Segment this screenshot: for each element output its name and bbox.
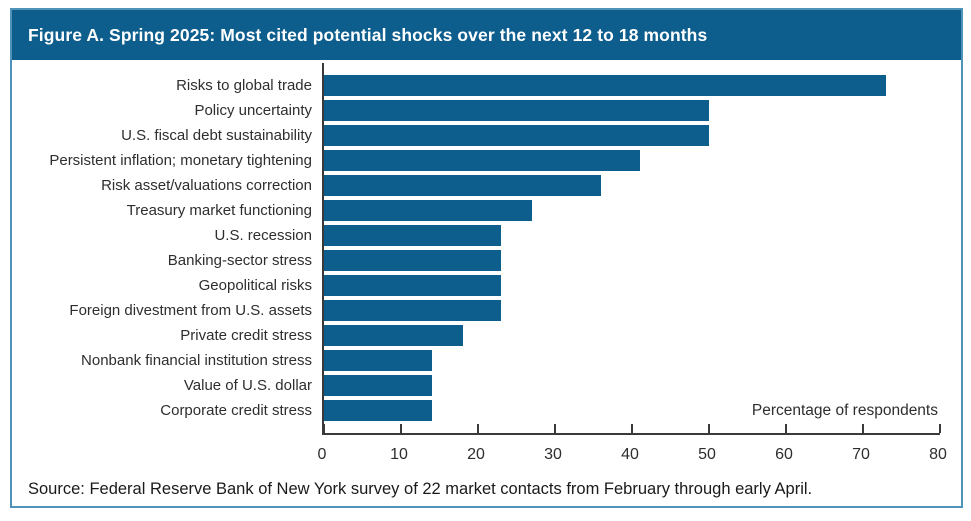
category-label: Risks to global trade <box>176 77 312 94</box>
bar <box>324 250 502 271</box>
bar <box>324 225 502 246</box>
x-axis-tick-label: 50 <box>698 446 716 463</box>
plot-area: Percentage of respondents <box>322 63 941 435</box>
x-axis-tick-label: 20 <box>467 446 485 463</box>
category-label: U.S. fiscal debt sustainability <box>121 127 312 144</box>
bar <box>324 175 602 196</box>
category-label: U.S. recession <box>214 227 312 244</box>
bar <box>324 100 709 121</box>
category-label: Risk asset/valuations correction <box>101 177 312 194</box>
category-label: Banking-sector stress <box>167 252 312 269</box>
category-label: Nonbank financial institution stress <box>81 352 312 369</box>
bar <box>324 375 432 396</box>
x-axis-tick-label: 60 <box>775 446 793 463</box>
x-axis-tick-label: 10 <box>390 446 408 463</box>
x-axis-tick <box>862 424 864 433</box>
bar-row <box>324 373 940 398</box>
figure-title: Figure A. Spring 2025: Most cited potent… <box>28 24 708 45</box>
figure-title-bar: Figure A. Spring 2025: Most cited potent… <box>12 10 961 60</box>
bar <box>324 325 463 346</box>
bar-row <box>324 248 940 273</box>
category-label: Value of U.S. dollar <box>183 377 312 394</box>
category-label: Geopolitical risks <box>198 277 312 294</box>
x-axis-tick-label: 70 <box>852 446 870 463</box>
x-axis-tick <box>708 424 710 433</box>
x-axis-tick <box>323 424 325 433</box>
x-axis-tick-label: 40 <box>621 446 639 463</box>
x-axis-tick <box>631 424 633 433</box>
category-labels: Risks to global trade Policy uncertainty U… <box>12 63 312 423</box>
x-axis-tick <box>785 424 787 433</box>
x-axis-title: Percentage of respondents <box>751 402 938 419</box>
x-axis-tick <box>400 424 402 433</box>
bar <box>324 275 502 296</box>
x-axis-tick-label: 0 <box>317 446 327 463</box>
bar-row <box>324 148 940 173</box>
bar <box>324 125 709 146</box>
bar <box>324 400 432 421</box>
bar <box>324 150 640 171</box>
bar-row <box>324 273 940 298</box>
bar-row <box>324 98 940 123</box>
x-axis-tick-label: 30 <box>544 446 562 463</box>
bar-row <box>324 348 940 373</box>
figure-container: Figure A. Spring 2025: Most cited potent… <box>10 8 963 508</box>
category-label: Policy uncertainty <box>194 102 312 119</box>
bar-row <box>324 323 940 348</box>
x-axis-tick <box>939 424 941 433</box>
x-axis-tick-label: 80 <box>929 446 947 463</box>
bar-row <box>324 173 940 198</box>
bar-row <box>324 223 940 248</box>
bar-row <box>324 298 940 323</box>
bar-row <box>324 73 940 98</box>
bar-chart: Risks to global trade Policy uncertainty U… <box>12 60 961 464</box>
category-label: Foreign divestment from U.S. assets <box>69 302 312 319</box>
x-axis-tick <box>554 424 556 433</box>
category-label: Persistent inflation; monetary tightenin… <box>49 152 312 169</box>
x-axis-tick <box>477 424 479 433</box>
bar-row <box>324 198 940 223</box>
bar-row <box>324 398 940 423</box>
category-label: Corporate credit stress <box>160 402 312 419</box>
bar-row <box>324 123 940 148</box>
bar <box>324 200 532 221</box>
category-label: Private credit stress <box>180 327 312 344</box>
x-axis-labels: 0 10 20 30 40 50 60 70 80 <box>318 446 947 468</box>
category-label: Treasury market functioning <box>126 202 312 219</box>
bar <box>324 300 502 321</box>
source-note: Source: Federal Reserve Bank of New York… <box>28 480 813 498</box>
bar <box>324 350 432 371</box>
bar <box>324 75 887 96</box>
